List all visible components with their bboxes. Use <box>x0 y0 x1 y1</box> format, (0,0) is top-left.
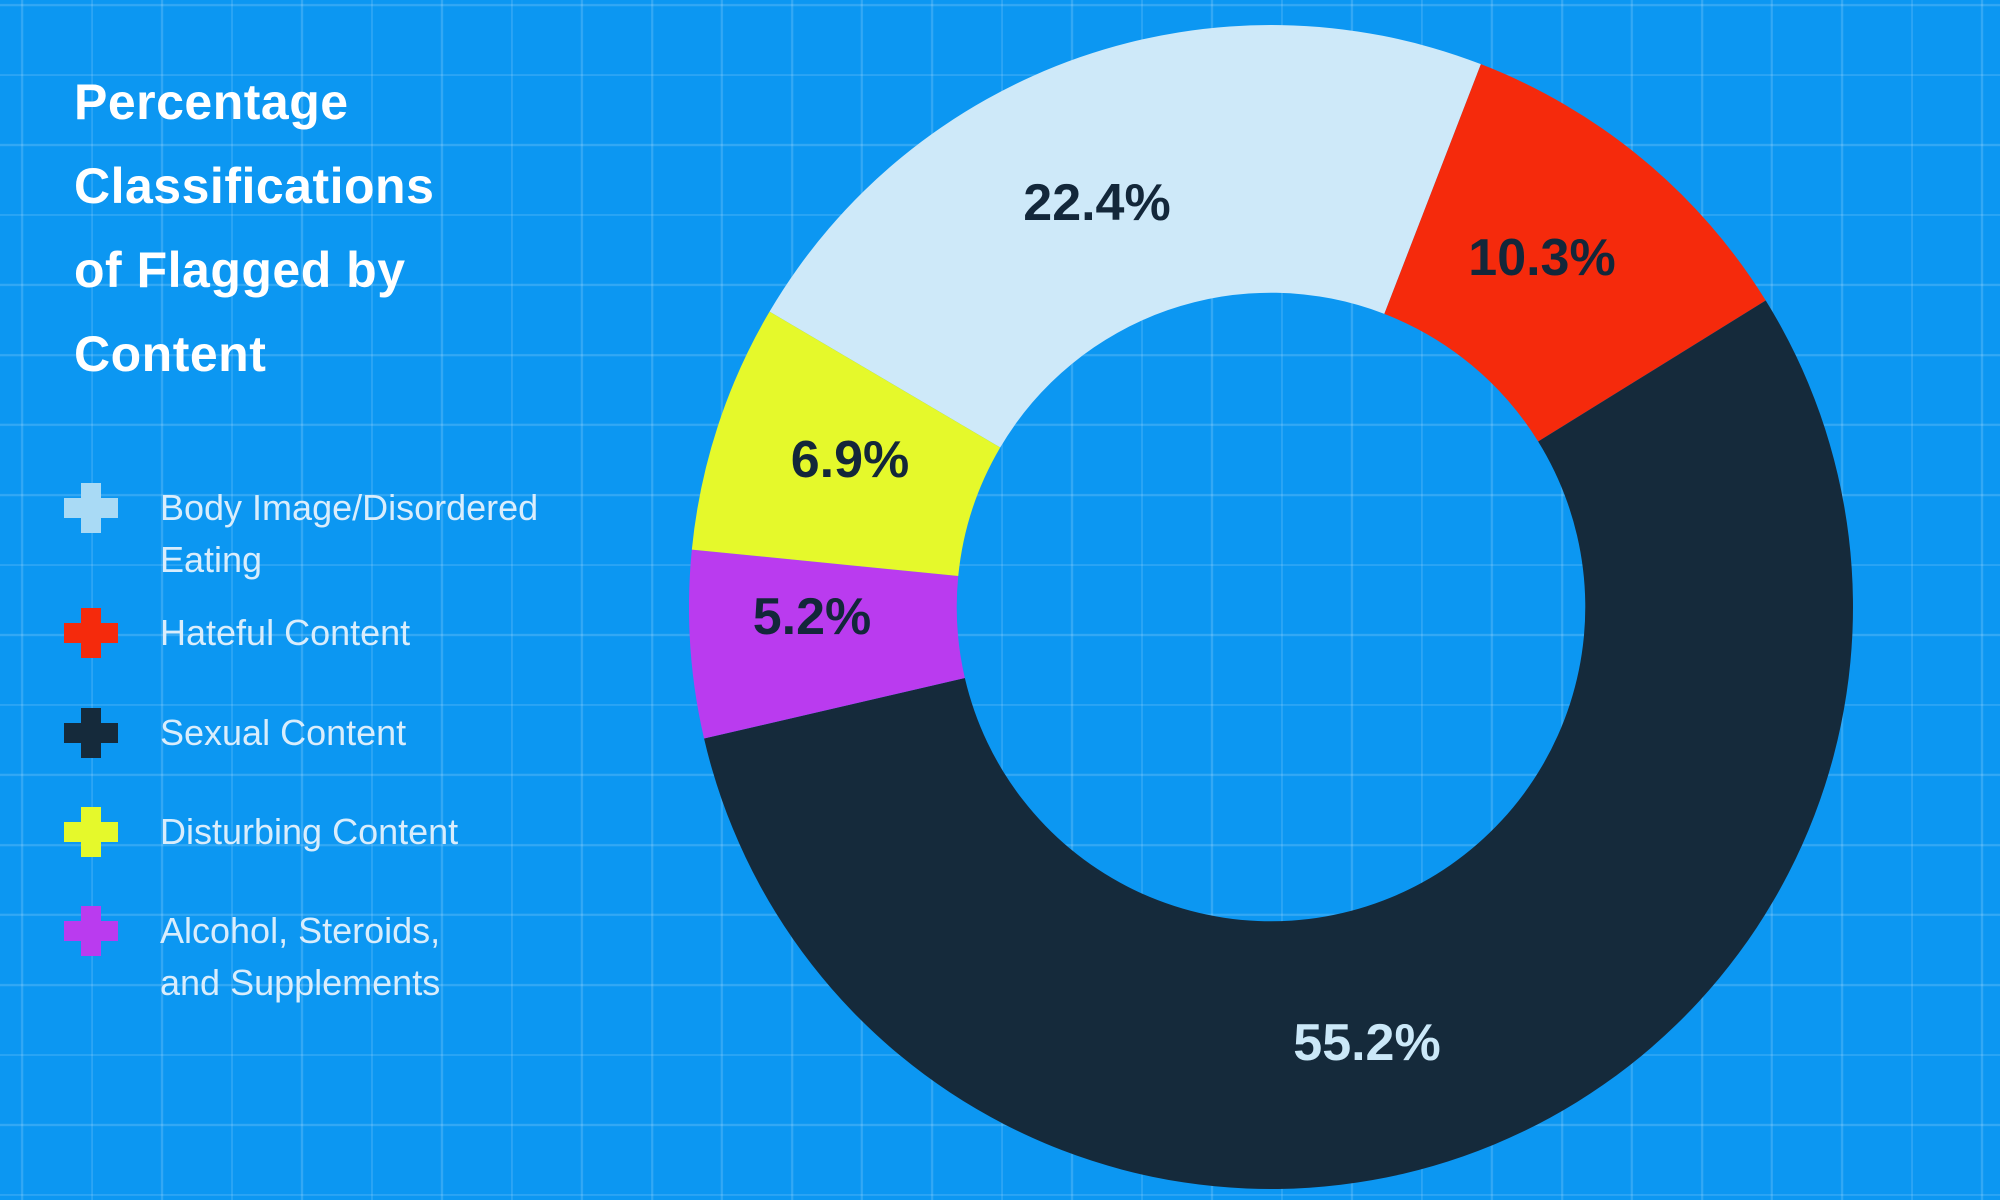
body-image-plus-icon <box>64 483 118 533</box>
disturbing-plus-icon <box>64 807 118 857</box>
donut-svg <box>689 25 1853 1189</box>
donut-slice-hateful-content <box>1384 64 1766 442</box>
slice-percentage-label-body-image: 22.4% <box>1023 174 1171 232</box>
legend-item-label: Sexual Content <box>160 707 406 759</box>
donut-chart: 22.4% 10.3% 55.2% 5.2% 6.9% <box>689 25 1853 1189</box>
sexual-plus-icon <box>64 708 118 758</box>
legend-item-label-line: and Supplements <box>160 962 441 1003</box>
legend-item-label-line: Disturbing Content <box>160 811 459 852</box>
legend-item-label-line: Body Image/Disordered <box>160 487 539 528</box>
donut-slice-disturbing-content <box>691 311 1001 576</box>
slice-percentage-label-alcohol-steroids-supplements: 5.2% <box>752 588 872 646</box>
alcohol-plus-icon <box>64 906 118 956</box>
legend-item-sexual: Sexual Content <box>64 708 406 759</box>
donut-slice-sexual-content <box>704 300 1853 1189</box>
legend-item-hateful: Hateful Content <box>64 608 410 659</box>
slice-percentage-label-sexual-content: 55.2% <box>1293 1014 1441 1072</box>
legend-item-label-line: Hateful Content <box>160 612 411 653</box>
legend-item-label-line: Alcohol, Steroids, <box>160 910 441 951</box>
slice-percentage-label-hateful-content: 10.3% <box>1468 229 1616 287</box>
legend-item-label: Hateful Content <box>160 607 410 659</box>
chart-title-line: Classifications <box>74 158 435 214</box>
chart-title-line: Content <box>74 326 267 382</box>
legend-item-label-line: Eating <box>160 539 263 580</box>
legend-item-body-image: Body Image/Disordered Eating <box>64 483 538 586</box>
chart-title-line: of Flagged by <box>74 242 406 298</box>
legend-item-disturbing: Disturbing Content <box>64 807 458 858</box>
legend-item-label-line: Sexual Content <box>160 712 407 753</box>
hateful-plus-icon <box>64 608 118 658</box>
slice-percentage-label-disturbing-content: 6.9% <box>790 431 910 489</box>
donut-slice-body-image <box>769 25 1481 448</box>
legend-item-alcohol: Alcohol, Steroids, and Supplements <box>64 906 440 1009</box>
chart-title-line: Percentage <box>74 74 349 130</box>
legend-item-label: Alcohol, Steroids, and Supplements <box>160 905 440 1009</box>
donut-slice-alcohol-steroids-supplements <box>689 549 965 739</box>
legend-item-label: Disturbing Content <box>160 806 458 858</box>
chart-title: Percentage Classifications of Flagged by… <box>74 60 434 396</box>
legend-item-label: Body Image/Disordered Eating <box>160 482 538 586</box>
